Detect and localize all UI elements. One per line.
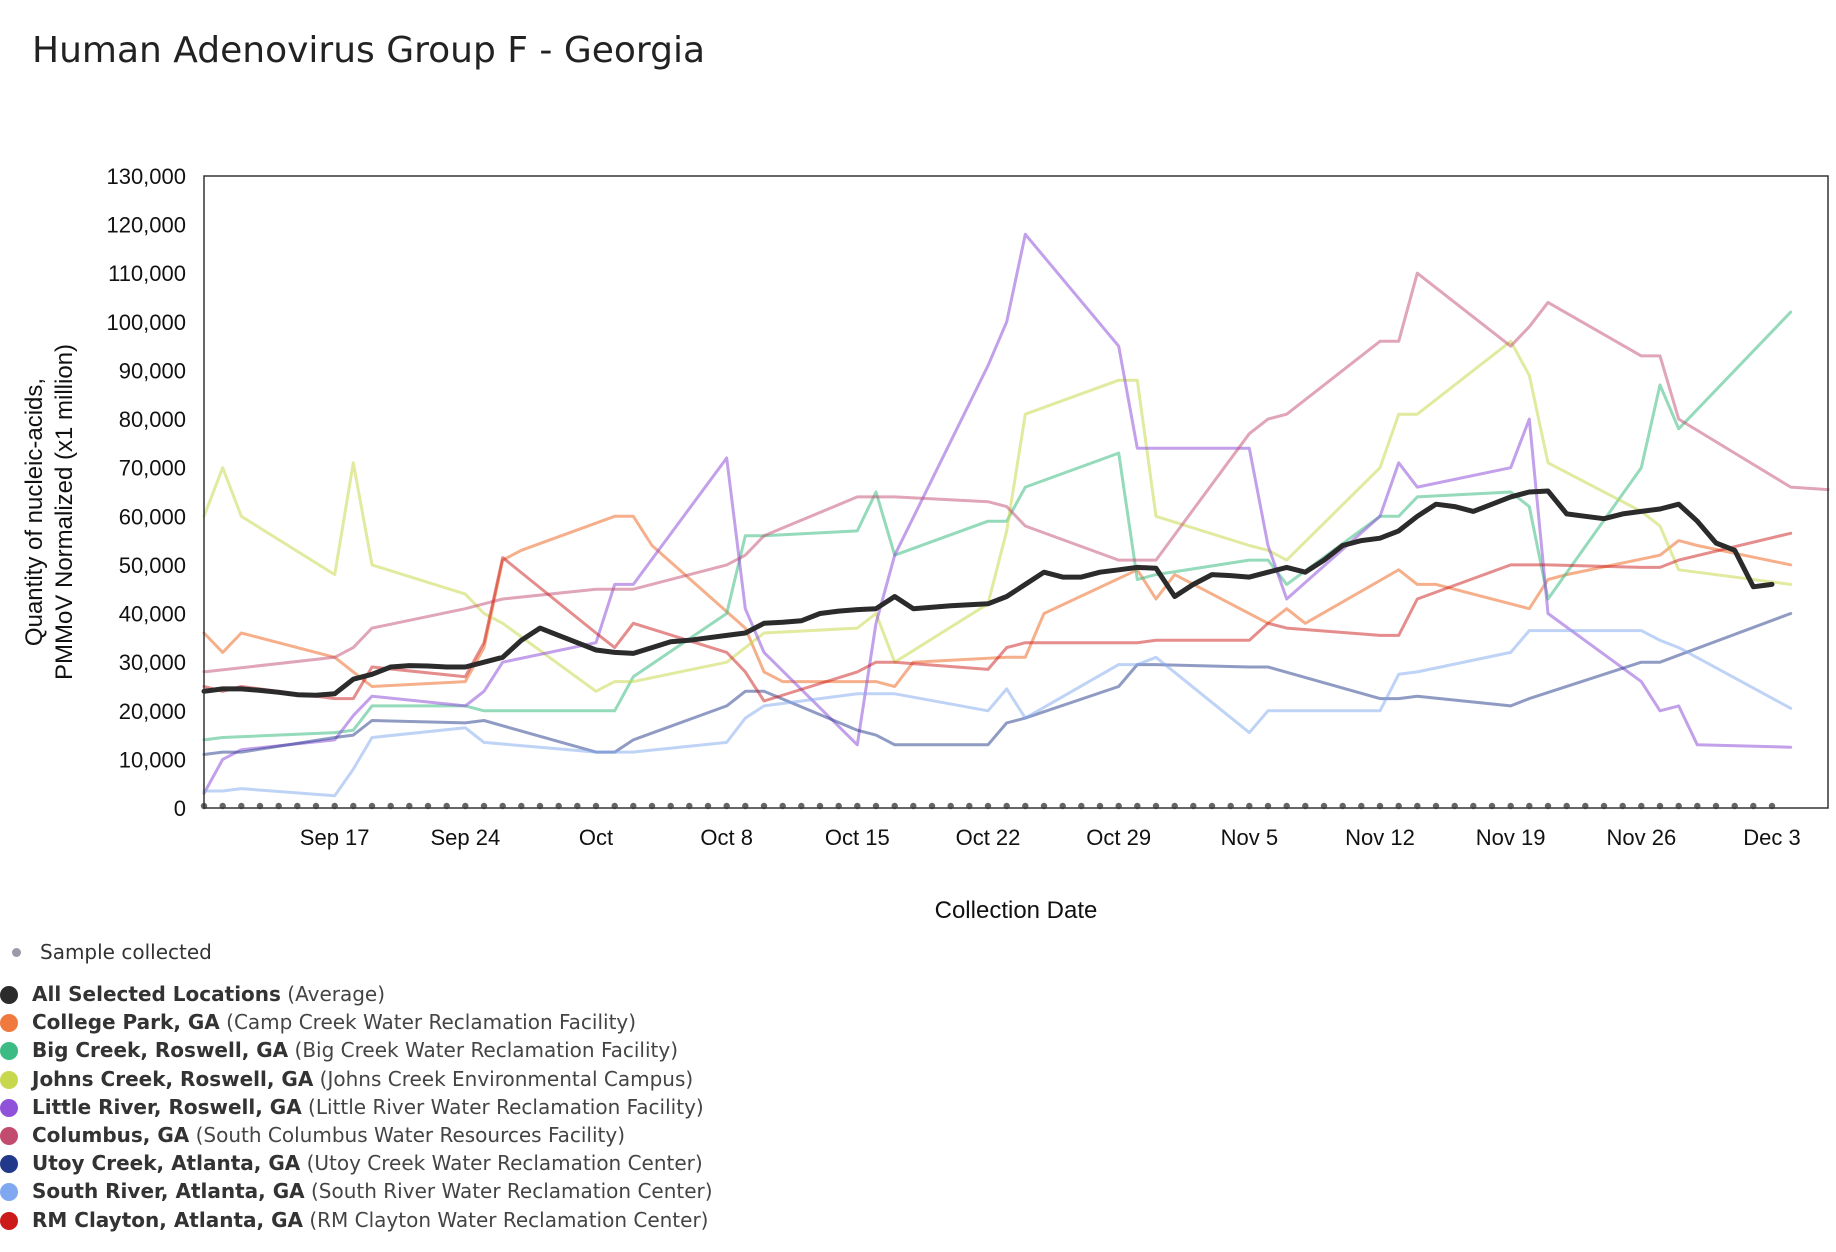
x-tick-label: Dec 3: [1743, 825, 1800, 850]
y-tick-label: 40,000: [119, 602, 186, 627]
legend-location-name: Johns Creek, Roswell, GA: [32, 1066, 314, 1091]
plot-area: [203, 175, 1829, 809]
x-axis: Sep 17 Sep 24 Oct Oct 8 Oct 15 Oct 22 Oct 29 No…: [300, 825, 1801, 850]
y-axis: 0 10,000 20,000 30,000 40,000 50,000 60,000 70,…: [106, 164, 186, 821]
legend-facility-name: (Little River Water Reclamation Facility…: [301, 1094, 704, 1119]
y-tick-label: 100,000: [106, 310, 186, 335]
y-axis-title-line: Quantity of nucleic-acids,: [21, 378, 48, 646]
legend-location-name: South River, Atlanta, GA: [32, 1179, 305, 1204]
x-tick-label: Sep 17: [300, 825, 370, 850]
chart-title: Human Adenovirus Group F - Georgia: [32, 30, 706, 71]
legend-label: Utoy Creek, Atlanta, GA (Utoy Creek Wate…: [32, 1151, 703, 1175]
legend-dot-icon: [0, 1183, 18, 1202]
y-tick-label: 30,000: [119, 650, 186, 675]
sample-dot-icon: [12, 948, 21, 957]
legend-dot-icon: [0, 1042, 18, 1061]
legend-dot-icon: [0, 1098, 18, 1117]
x-tick-label: Nov 26: [1606, 825, 1676, 850]
x-tick-label: Oct 15: [825, 825, 890, 850]
x-tick-label: Oct: [579, 825, 613, 850]
legend-dot-icon: [0, 1014, 18, 1033]
y-tick-label: 50,000: [119, 553, 186, 578]
legend-label: Big Creek, Roswell, GA (Big Creek Water …: [32, 1038, 678, 1062]
series-line-college-park-ga[interactable]: [202, 514, 1793, 688]
legend-label: Johns Creek, Roswell, GA (Johns Creek En…: [32, 1067, 693, 1091]
legend-facility-name: (Camp Creek Water Reclamation Facility): [219, 1010, 637, 1035]
legend-facility-name: (Average): [280, 982, 386, 1006]
x-tick-label: Sep 24: [430, 825, 500, 850]
legend-location-name: College Park, GA: [32, 1010, 220, 1035]
legend-dot-icon: [0, 1211, 18, 1230]
y-tick-label: 0: [174, 796, 186, 821]
legend-facility-name: (Johns Creek Environmental Campus): [313, 1066, 694, 1091]
legend-label: RM Clayton, Atlanta, GA (RM Clayton Wate…: [32, 1208, 708, 1232]
legend-location-name: RM Clayton, Atlanta, GA: [32, 1207, 303, 1232]
y-tick-label: 60,000: [119, 504, 186, 529]
legend-location-name: Little River, Roswell, GA: [32, 1094, 302, 1119]
y-tick-label: 110,000: [108, 261, 186, 286]
legend-facility-name: (South Columbus Water Resources Facility…: [189, 1123, 626, 1147]
legend-location-name: Utoy Creek, Atlanta, GA: [32, 1151, 301, 1176]
y-tick-label: 20,000: [119, 699, 186, 724]
series-line-rm-clayton-atlanta-ga[interactable]: [202, 531, 1793, 703]
x-tick-label: Nov 12: [1345, 825, 1415, 850]
y-tick-label: 70,000: [119, 456, 186, 481]
y-axis-title: Quantity of nucleic-acids, PMMoV Normaliz…: [21, 344, 78, 680]
y-tick-label: 90,000: [119, 358, 186, 383]
legend-location-name: Columbus, GA: [32, 1123, 190, 1147]
series-line-columbus-ga[interactable]: [202, 271, 1830, 674]
legend-location-name: All Selected Locations: [32, 982, 281, 1006]
y-axis-title-line: PMMoV Normalized (x1 million): [51, 344, 78, 680]
x-tick-label: Oct 22: [956, 825, 1021, 850]
legend-dot-icon: [0, 1070, 18, 1089]
series-group: [201, 232, 1830, 798]
x-tick-label: Oct 29: [1086, 825, 1151, 850]
legend-sample-label: Sample collected: [40, 940, 212, 964]
legend-label: Columbus, GA (South Columbus Water Resou…: [32, 1123, 625, 1147]
series-line-all-selected-locations[interactable]: [201, 488, 1775, 698]
legend-label: College Park, GA (Camp Creek Water Recla…: [32, 1010, 636, 1034]
legend-label: All Selected Locations (Average): [32, 982, 385, 1006]
legend-dot-icon: [0, 986, 18, 1004]
legend-facility-name: (South River Water Reclamation Center): [304, 1179, 713, 1204]
y-tick-label: 10,000: [119, 747, 186, 772]
legend-facility-name: (Big Creek Water Reclamation Facility): [288, 1038, 679, 1063]
y-tick-label: 120,000: [106, 213, 186, 238]
legend-label: Little River, Roswell, GA (Little River …: [32, 1095, 704, 1119]
y-tick-label: 130,000: [106, 164, 186, 189]
y-tick-label: 80,000: [119, 407, 186, 432]
series-line-south-river-atlanta-ga[interactable]: [202, 629, 1793, 798]
series-line-utoy-creek-atlanta-ga[interactable]: [202, 612, 1793, 756]
x-tick-label: Nov 5: [1221, 825, 1278, 850]
legend-facility-name: (RM Clayton Water Reclamation Center): [302, 1207, 709, 1232]
series-line-little-river-roswell-ga[interactable]: [202, 232, 1793, 795]
x-tick-label: Oct 8: [700, 825, 753, 850]
legend-dot-icon: [0, 1127, 18, 1145]
series-line-johns-creek-roswell-ga[interactable]: [202, 339, 1793, 693]
legend-label: South River, Atlanta, GA (South River Wa…: [32, 1179, 713, 1203]
x-tick-label: Nov 19: [1476, 825, 1546, 850]
x-axis-title: Collection Date: [935, 897, 1098, 924]
legend-facility-name: (Utoy Creek Water Reclamation Center): [300, 1151, 703, 1176]
legend-dot-icon: [0, 1155, 18, 1174]
legend-location-name: Big Creek, Roswell, GA: [32, 1038, 289, 1063]
